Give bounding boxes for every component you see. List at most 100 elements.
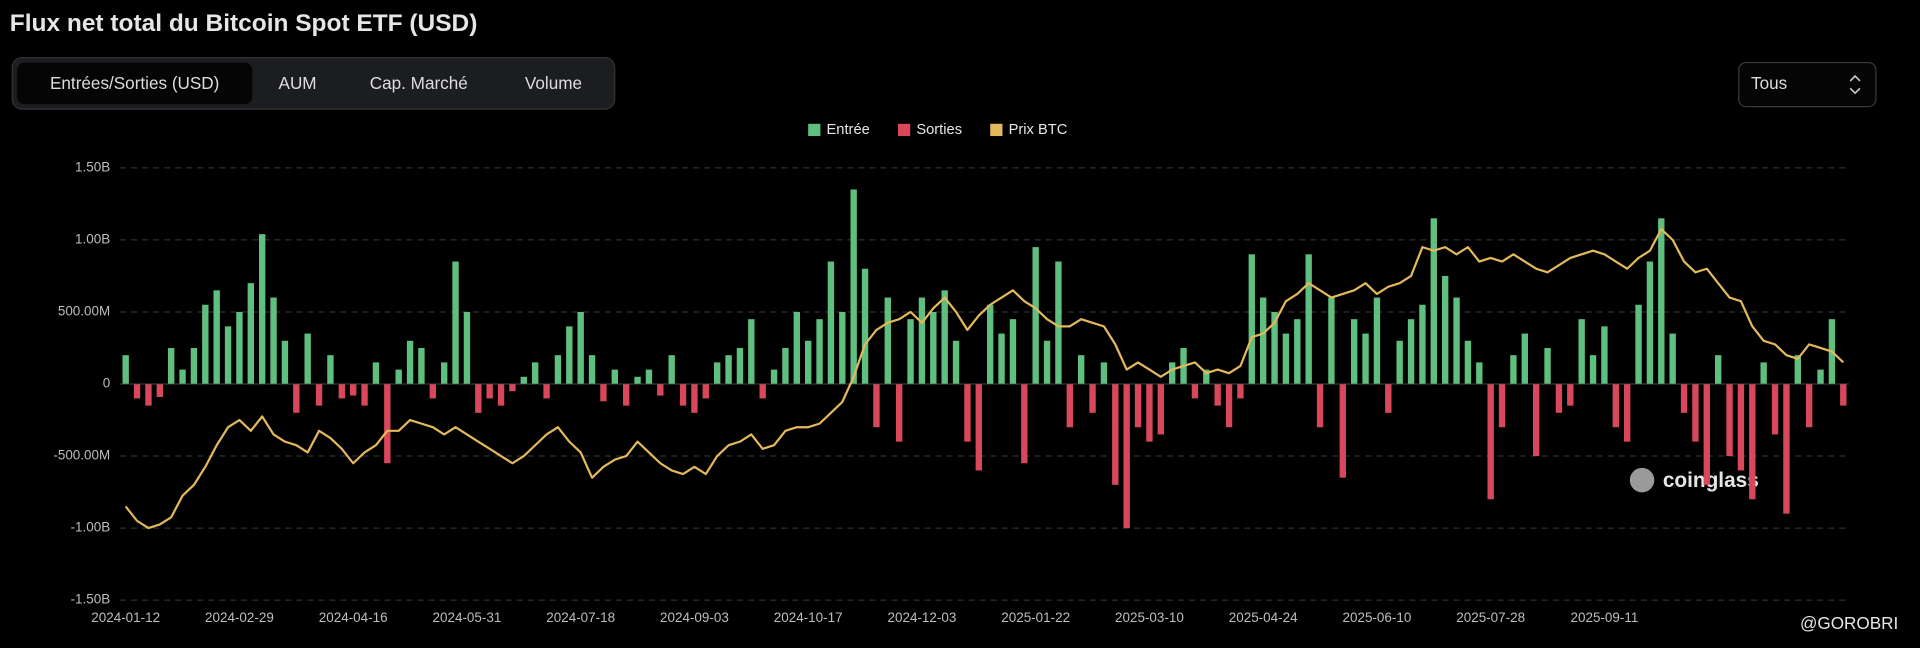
y-tick-label: -500.00M	[53, 448, 110, 463]
bar	[543, 384, 550, 399]
x-tick-label: 2025-09-11	[1571, 610, 1639, 625]
bar	[1680, 384, 1688, 413]
tab[interactable]: Cap. Marché	[370, 73, 468, 93]
bar	[1430, 218, 1437, 384]
bar	[452, 261, 459, 384]
bar	[1316, 384, 1324, 428]
bar	[861, 268, 869, 384]
y-tick-label: 0	[103, 376, 110, 391]
bar	[1703, 384, 1710, 485]
range-select-label[interactable]: Tous	[1751, 73, 1787, 93]
tab[interactable]: Entrées/Sorties (USD)	[50, 73, 219, 93]
bar	[1419, 304, 1426, 384]
bar	[304, 333, 311, 384]
bar	[1123, 384, 1130, 529]
bar	[190, 347, 198, 384]
y-tick-label: -1.00B	[71, 520, 111, 535]
bar	[1294, 319, 1301, 384]
bar	[1225, 384, 1233, 428]
range-select[interactable]	[1738, 61, 1877, 108]
bar	[1259, 297, 1267, 384]
bar	[509, 384, 516, 392]
watermark: coinglass	[1629, 467, 1759, 493]
bar	[975, 384, 982, 471]
bar	[418, 347, 425, 384]
bar	[611, 369, 618, 384]
bar	[759, 384, 766, 399]
x-tick-label: 2025-04-24	[1229, 610, 1298, 625]
bar	[168, 347, 175, 384]
bar	[1669, 333, 1676, 384]
bar	[691, 384, 698, 413]
bar	[1385, 384, 1392, 413]
bar	[1203, 369, 1210, 384]
bar	[315, 384, 323, 406]
bar	[1362, 333, 1369, 384]
bar	[1464, 340, 1472, 384]
bar	[1760, 362, 1767, 384]
bar	[895, 384, 903, 442]
bar	[122, 355, 129, 384]
bar	[1146, 384, 1153, 442]
x-tick-label: 2025-06-10	[1343, 610, 1412, 625]
bar	[1737, 384, 1745, 471]
bar	[1544, 347, 1551, 384]
bar	[713, 362, 721, 384]
bar	[1601, 326, 1608, 384]
tab[interactable]: AUM	[279, 73, 317, 93]
bar	[930, 311, 937, 384]
bar	[327, 355, 334, 384]
bar	[1214, 384, 1221, 406]
x-tick-label: 2025-01-22	[1001, 610, 1070, 625]
bar	[1771, 384, 1779, 435]
bar	[588, 355, 596, 384]
bar	[349, 384, 357, 396]
bar	[918, 297, 926, 384]
bar	[1055, 261, 1062, 384]
bar	[770, 369, 778, 384]
active-tab[interactable]	[17, 62, 253, 105]
bar	[1282, 333, 1290, 384]
bar	[372, 362, 380, 384]
bar	[1794, 355, 1801, 384]
bar	[1066, 384, 1073, 428]
bar	[1783, 384, 1790, 514]
bar	[873, 384, 880, 428]
legend-swatch	[990, 123, 1003, 137]
price-line	[124, 228, 1845, 530]
bar	[793, 311, 800, 384]
bar	[645, 369, 653, 384]
bar	[497, 384, 505, 406]
bar	[884, 297, 891, 384]
bar	[554, 355, 562, 384]
bar	[1555, 384, 1563, 413]
bar	[1817, 369, 1824, 384]
tab[interactable]: Volume	[525, 73, 582, 93]
bar	[1271, 311, 1278, 384]
bar	[1567, 384, 1574, 406]
bar	[1612, 384, 1619, 428]
bar	[964, 384, 971, 442]
x-tick-label: 2024-05-31	[433, 610, 502, 625]
x-tick-label: 2024-02-29	[205, 610, 274, 625]
bar	[1521, 333, 1528, 384]
bar	[1112, 384, 1119, 485]
bar	[634, 376, 641, 384]
bar	[133, 384, 141, 399]
bar	[952, 340, 960, 384]
bar	[270, 297, 277, 384]
bar	[1749, 384, 1756, 500]
bar	[1168, 362, 1176, 384]
bar	[213, 290, 220, 384]
title: Flux net total du Bitcoin Spot ETF (USD)	[10, 10, 478, 37]
bar	[224, 326, 232, 384]
x-tick-label: 2024-01-12	[91, 610, 160, 625]
bar	[1339, 384, 1346, 478]
bar	[839, 311, 846, 384]
bar	[941, 290, 948, 384]
bar	[986, 304, 994, 384]
bar	[1623, 384, 1631, 442]
bar	[1805, 384, 1813, 428]
bar	[748, 319, 755, 384]
